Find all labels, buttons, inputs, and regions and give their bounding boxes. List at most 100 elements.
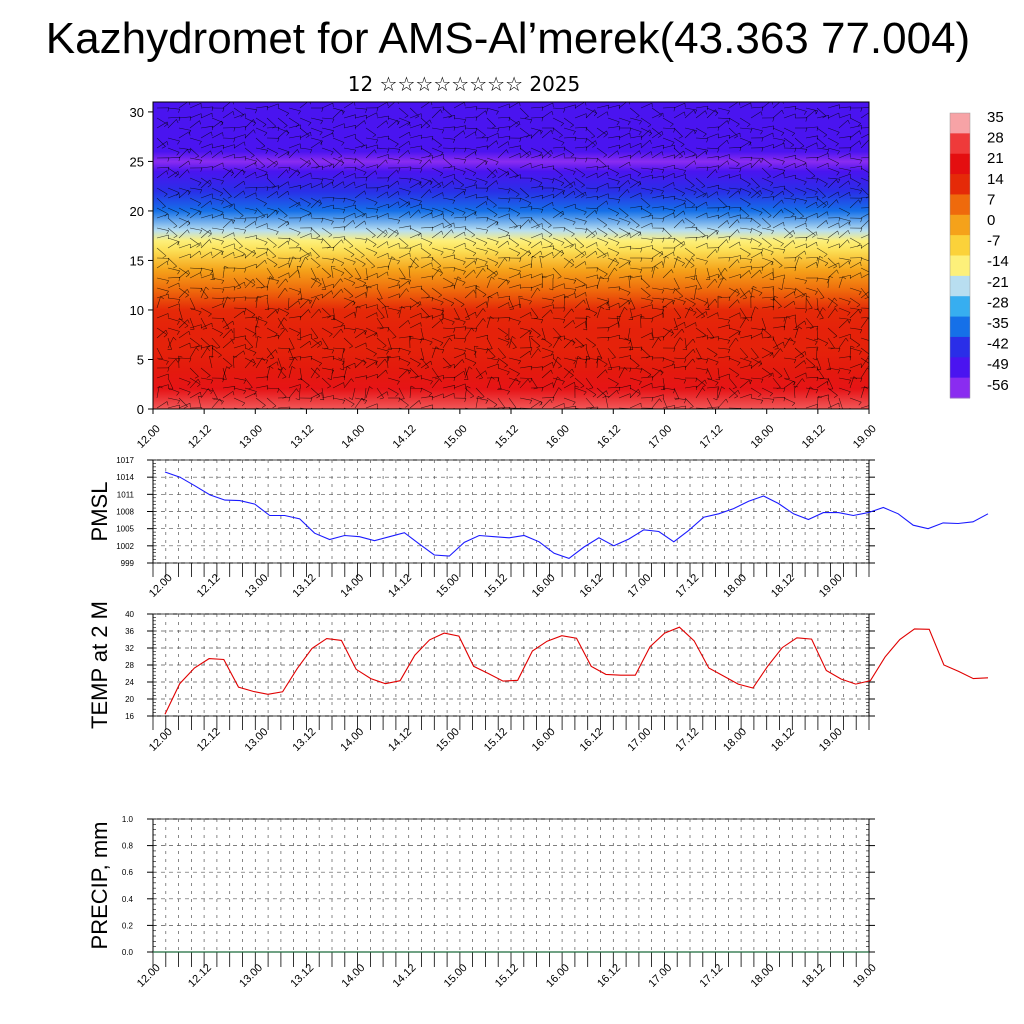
wind-barb: [607, 302, 620, 309]
wind-barb: [530, 348, 539, 359]
wind-barb-flag: [755, 186, 760, 189]
wind-barb-flag: [381, 306, 386, 309]
wind-barb: [299, 197, 311, 204]
wind-barb: [222, 391, 234, 399]
wind-barb: [717, 107, 730, 112]
wind-barb-flag: [826, 239, 830, 244]
wind-barb: [805, 403, 818, 409]
wind-barb: [198, 396, 202, 409]
wind-barb: [695, 105, 708, 109]
wind-barb: [640, 102, 653, 109]
wind-barb-flag: [528, 242, 532, 246]
wind-barb-flag: [408, 265, 413, 268]
wind-barb: [629, 142, 642, 149]
wind-barb: [761, 260, 773, 269]
wind-barb-flag: [671, 142, 675, 146]
wind-barb: [156, 261, 168, 269]
wind-barb-flag: [379, 397, 384, 400]
wind-barb-flag: [408, 370, 411, 375]
wind-barb: [662, 387, 675, 390]
wind-barb-flag: [570, 124, 574, 128]
wind-barb: [706, 249, 716, 259]
wind-barb-flag: [496, 111, 499, 115]
wind-barb: [794, 320, 805, 329]
wind-barb-flag: [284, 308, 289, 311]
wind-barb: [266, 361, 278, 369]
wind-barb: [673, 328, 683, 339]
wind-barb-flag: [704, 379, 707, 384]
wind-barb-flag: [421, 375, 423, 380]
wind-barb: [585, 137, 596, 146]
wind-barb-flag: [662, 238, 665, 243]
wind-barb: [739, 307, 747, 319]
wind-barb: [860, 267, 869, 273]
wind-barb-flag: [331, 265, 336, 268]
wind-barb-flag: [794, 267, 797, 272]
wind-barb: [519, 263, 532, 269]
wind-barb-flag: [298, 300, 301, 305]
wind-barb: [222, 102, 231, 109]
wind-barb-flag: [772, 306, 775, 311]
wind-barb: [673, 365, 686, 369]
wind-barb: [167, 377, 174, 390]
wind-barb-flag: [286, 169, 289, 174]
wind-barb: [695, 327, 706, 336]
wind-barb-flag: [606, 390, 608, 395]
wind-barb: [761, 347, 773, 354]
wind-barb-flag: [353, 149, 357, 154]
wind-barb: [585, 397, 595, 408]
wind-barb-flag: [552, 202, 554, 207]
x-tick-label: 15.00: [442, 423, 470, 451]
wind-barb: [618, 337, 631, 341]
wind-barb-flag: [386, 351, 389, 355]
wind-barb: [739, 287, 747, 299]
wind-barb: [321, 227, 333, 236]
wind-barb: [453, 353, 466, 359]
wind-barb: [354, 292, 366, 299]
wind-barb-flag: [640, 275, 643, 280]
wind-barb-flag: [693, 191, 697, 196]
wind-barb-flag: [493, 404, 498, 408]
wind-barb: [200, 286, 206, 299]
wind-barb: [750, 269, 761, 279]
wind-barb-flag: [838, 179, 841, 183]
wind-barb-flag: [387, 355, 392, 358]
wind-barb-flag: [365, 177, 368, 182]
wind-barb-flag: [199, 250, 202, 255]
wind-barb-flag: [616, 389, 619, 394]
wind-barb-flag: [682, 348, 687, 351]
wind-barb-flag: [512, 336, 516, 339]
wind-barb-flag: [386, 241, 389, 246]
wind-barb: [860, 127, 869, 129]
wind-barb: [453, 370, 465, 379]
wind-barb-flag: [320, 141, 323, 146]
wind-barb: [585, 357, 598, 360]
wind-barb: [563, 243, 576, 249]
wind-barb-flag: [603, 234, 608, 238]
wind-barb-flag: [574, 382, 576, 387]
wind-barb: [596, 390, 607, 399]
wind-barb: [530, 177, 543, 184]
wind-barb: [750, 227, 763, 234]
wind-barb: [442, 207, 455, 214]
wind-barb: [607, 197, 620, 200]
wind-barb: [618, 385, 631, 389]
wind-barb: [607, 258, 616, 269]
colorbar-label: 21: [987, 150, 1004, 167]
wind-barb: [541, 177, 554, 180]
wind-barb-flag: [321, 107, 324, 112]
wind-barb-flag: [363, 359, 366, 364]
wind-barb: [442, 297, 455, 304]
wind-barb-flag: [585, 158, 588, 163]
wind-barb: [211, 213, 224, 219]
wind-barb-flag: [791, 213, 795, 217]
wind-barb: [398, 267, 406, 279]
wind-barb-flag: [263, 203, 267, 207]
wind-barb: [244, 107, 257, 110]
wind-barb-flag: [778, 287, 783, 291]
wind-barb-flag: [505, 173, 509, 177]
y-tick-label: 1002: [116, 542, 134, 551]
wind-barb-flag: [552, 252, 554, 257]
wind-barb-flag: [384, 414, 387, 417]
